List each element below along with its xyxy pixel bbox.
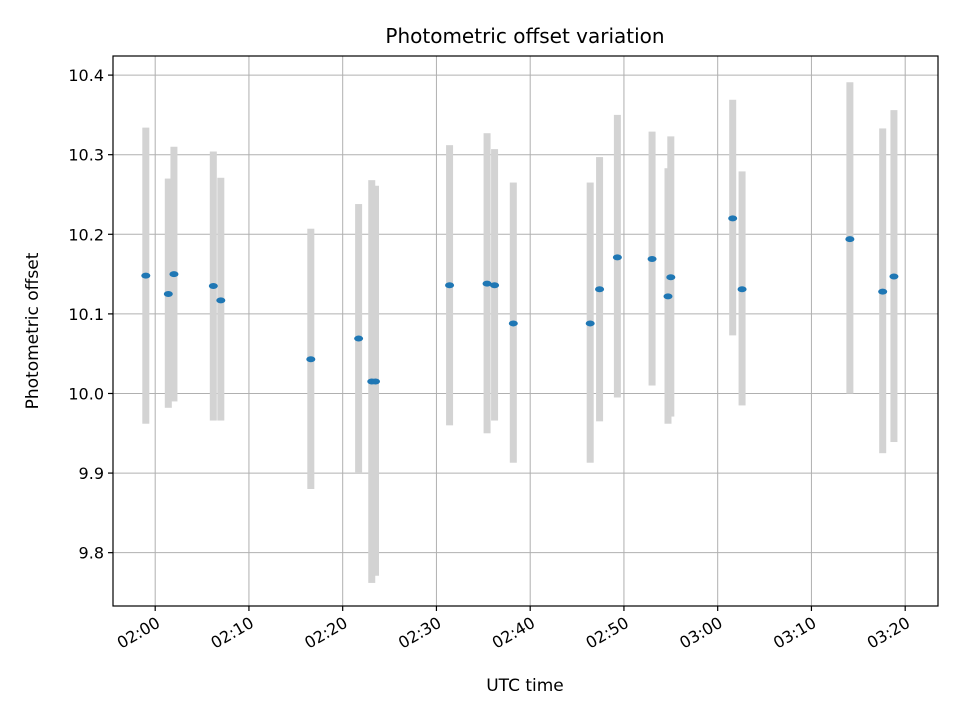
x-axis-ticks: 02:00 02:10 02:20 02:30 02:40 02:50 03:00 03:10… [114,606,913,653]
plot-frame [112,55,939,607]
x-tick-label: 03:00 [676,613,725,653]
data-point [445,282,455,289]
grid [113,56,938,606]
y-tick-label: 10.4 [68,66,104,85]
chart-title: Photometric offset variation [385,24,664,48]
data-point [371,378,380,385]
y-axis-label: Photometric offset [23,252,43,409]
y-tick-label: 10.1 [68,305,104,324]
x-tick-label: 02:20 [301,613,350,653]
data-point [612,254,622,261]
y-tick-label: 10.0 [68,384,104,403]
x-tick-label: 02:00 [114,613,163,653]
data-points [141,215,899,385]
data-point [647,255,657,262]
data-point [354,335,364,342]
y-tick-label: 9.8 [79,544,104,563]
y-tick-label: 10.3 [68,146,104,165]
data-point [306,356,316,363]
data-point [163,290,173,297]
x-tick-label: 03:10 [770,613,819,653]
data-point [208,283,218,290]
data-point [490,282,500,289]
data-point [666,274,676,281]
x-axis-label: UTC time [486,676,564,696]
data-point [845,236,855,243]
data-point [169,271,179,278]
data-point [141,272,151,279]
data-point [508,320,518,327]
data-point [737,286,747,293]
data-point [889,273,899,280]
x-tick-label: 02:50 [583,613,632,653]
x-tick-label: 02:40 [489,613,538,653]
x-tick-label: 02:10 [208,613,257,653]
data-point [585,320,595,327]
data-point [482,280,492,287]
error-bars [142,82,898,583]
x-tick-label: 03:20 [864,613,913,653]
data-point [728,215,738,222]
data-point [663,293,673,300]
data-point [878,288,888,295]
y-tick-label: 10.2 [68,225,104,244]
data-point [216,297,226,304]
y-tick-label: 9.9 [79,464,104,483]
data-point [595,286,605,293]
y-axis-ticks: 9.8 9.9 10.0 10.1 10.2 10.3 10.4 [68,66,113,563]
x-tick-label: 02:30 [395,613,444,653]
